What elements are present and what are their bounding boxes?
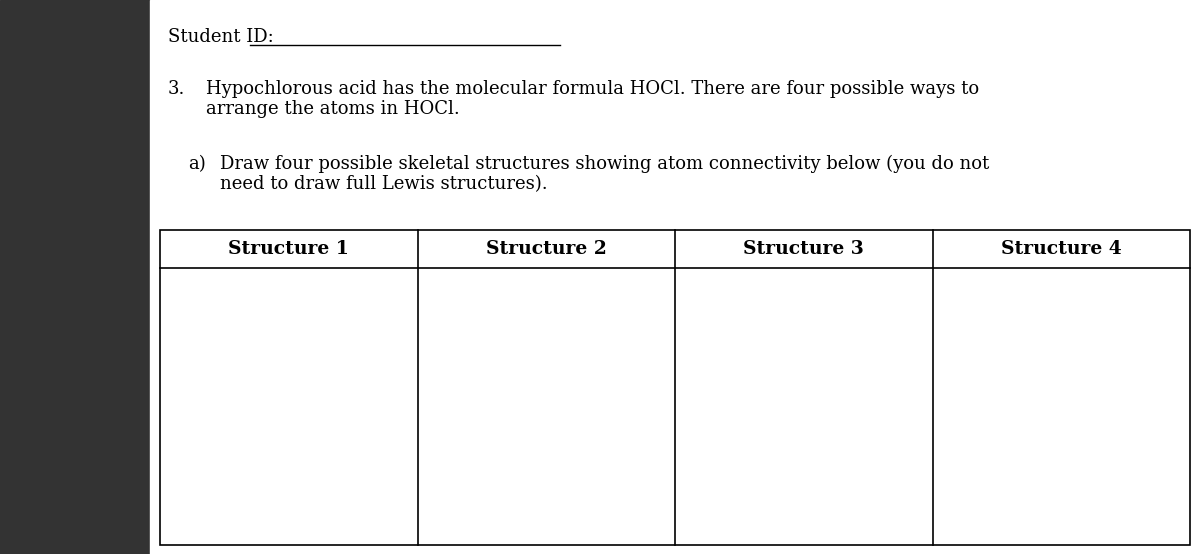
Text: need to draw full Lewis structures).: need to draw full Lewis structures). [220,175,547,193]
Text: 3.: 3. [168,80,185,98]
Text: a): a) [188,155,205,173]
Text: Student ID:: Student ID: [168,28,274,46]
Bar [160,230,1190,545]
Text: Structure 2: Structure 2 [486,240,607,258]
Bar [150,0,1200,554]
Bar [0,0,150,554]
Text: Structure 1: Structure 1 [228,240,349,258]
Text: Draw four possible skeletal structures showing atom connectivity below (you do n: Draw four possible skeletal structures s… [220,155,989,173]
Text: Structure 3: Structure 3 [743,240,864,258]
Text: arrange the atoms in HOCl.: arrange the atoms in HOCl. [206,100,460,118]
Text: Hypochlorous acid has the molecular formula HOCl. There are four possible ways t: Hypochlorous acid has the molecular form… [206,80,979,98]
Text: Structure 4: Structure 4 [1001,240,1122,258]
